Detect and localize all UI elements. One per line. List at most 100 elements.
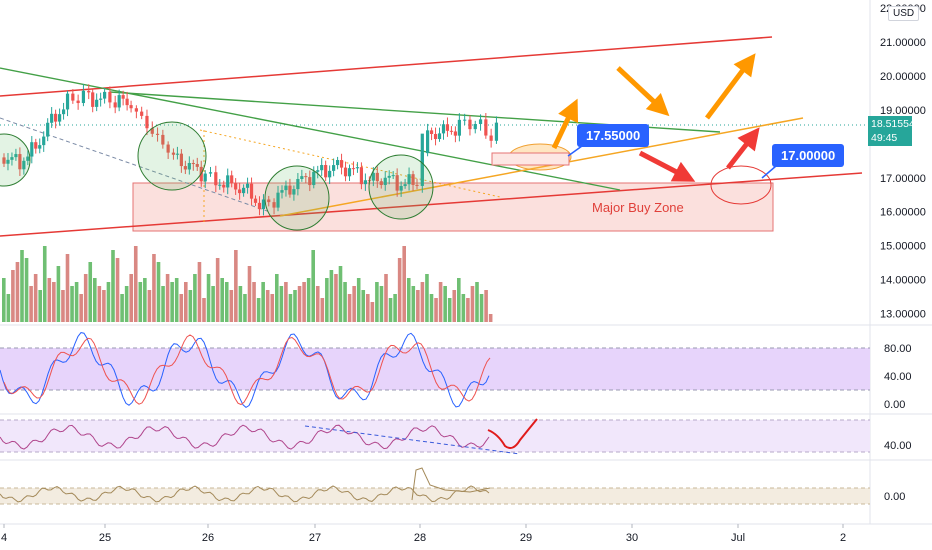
candle-body: [426, 130, 430, 154]
volume-bar: [461, 294, 466, 322]
volume-bar: [97, 286, 102, 322]
volume-bar: [133, 246, 138, 322]
candle-body: [272, 202, 276, 208]
target-callout-2[interactable]: 17.00000: [772, 144, 845, 167]
bar-countdown: 49:45: [871, 132, 898, 144]
volume-bar: [238, 286, 243, 322]
orange-arrow-down-head: [645, 93, 670, 117]
candle-body: [449, 130, 454, 132]
green-highlight-circle: [368, 154, 434, 220]
currency-label[interactable]: USD: [888, 6, 920, 21]
candle-body: [415, 184, 419, 186]
candle-body: [134, 108, 138, 112]
candle-body: [234, 183, 238, 190]
candle-body: [179, 153, 183, 167]
candle-body: [257, 202, 262, 210]
candle-body: [230, 175, 234, 184]
annotations: [0, 53, 777, 231]
volume-bar: [429, 294, 434, 322]
volume-bar: [284, 282, 288, 322]
candle-body: [253, 198, 258, 203]
candle-body: [14, 154, 18, 158]
volume-bar: [193, 274, 197, 322]
volume-bar: [397, 258, 402, 322]
candle-body: [54, 113, 58, 122]
volume-bar: [47, 278, 52, 322]
candle-body: [399, 186, 403, 191]
last-price-value: 18.51554: [871, 118, 915, 130]
candle-body: [2, 157, 6, 164]
volume-bar: [343, 282, 347, 322]
volume-bar: [38, 290, 42, 322]
volume-bar: [124, 286, 129, 322]
stochastic-band: [0, 348, 870, 390]
volume-bar: [370, 302, 375, 322]
candle-body: [65, 93, 70, 110]
volume-bar: [179, 294, 184, 322]
candle-body: [140, 111, 144, 116]
candle-body: [117, 95, 121, 108]
stoch-tick-label: 0.00: [884, 399, 905, 411]
candle-body: [10, 157, 14, 160]
price-tick-label: 19.00000: [880, 105, 926, 117]
volume-bar: [174, 278, 179, 322]
candle-body: [463, 119, 467, 121]
volume-bar: [306, 278, 311, 322]
volume-bar: [384, 274, 388, 322]
candle-body: [6, 159, 10, 164]
price-tick-label: 13.00000: [880, 309, 926, 321]
volume-bar: [138, 282, 143, 322]
candle-body: [343, 167, 348, 177]
candle-body: [95, 99, 99, 107]
volume-bar: [334, 274, 338, 322]
volume-bar: [106, 282, 111, 322]
volume-bar: [15, 262, 20, 322]
candle-body: [155, 133, 160, 135]
time-tick-label: 28: [414, 532, 426, 544]
candle-body: [437, 133, 442, 140]
oscillator-line: [0, 485, 490, 503]
volume-bar: [466, 298, 470, 322]
time-tick-label: 25: [99, 532, 111, 544]
time-axis-labels: 4 25 26 27 28 29 30 Jul 2: [1, 524, 846, 544]
candle-body: [494, 122, 499, 141]
candle-body: [478, 119, 483, 125]
candle-body: [203, 173, 207, 182]
candle-body: [249, 183, 254, 199]
volume-bar: [402, 246, 406, 322]
volume-bar: [356, 278, 361, 322]
red-arrow-up: [726, 127, 760, 170]
callout-2-pointer: [761, 165, 777, 179]
small-zone-rect: [491, 152, 570, 166]
volume-bar: [184, 282, 188, 322]
volume-bar: [202, 298, 206, 322]
target-callout-1[interactable]: 17.55000: [577, 124, 650, 147]
volume-bar: [215, 258, 220, 322]
volume-bar: [197, 262, 202, 322]
candle-body: [379, 181, 383, 185]
candle-body: [166, 144, 170, 153]
candle-body: [411, 174, 415, 185]
volume-bar: [425, 274, 429, 322]
volume-bar: [388, 298, 393, 322]
volume-bar: [347, 294, 352, 322]
volume-bar: [447, 298, 452, 322]
green-highlight-circle: [0, 133, 31, 187]
candle-body: [489, 135, 493, 141]
volume-bar: [111, 250, 115, 322]
volume-bar: [288, 294, 293, 322]
orange-arrow-up-2-head: [733, 53, 756, 78]
candle-body: [26, 156, 30, 161]
candle-body: [57, 114, 62, 122]
volume-bar: [293, 290, 297, 322]
candle-body: [484, 119, 488, 136]
volume-bar: [243, 294, 247, 322]
candle-body: [441, 124, 446, 134]
price-tick-label: 14.00000: [880, 275, 926, 287]
volume-bar: [147, 290, 152, 322]
volume-bar: [434, 298, 438, 322]
volume-bar: [61, 290, 65, 322]
candle-body: [99, 98, 103, 100]
volume-bar: [129, 274, 133, 322]
